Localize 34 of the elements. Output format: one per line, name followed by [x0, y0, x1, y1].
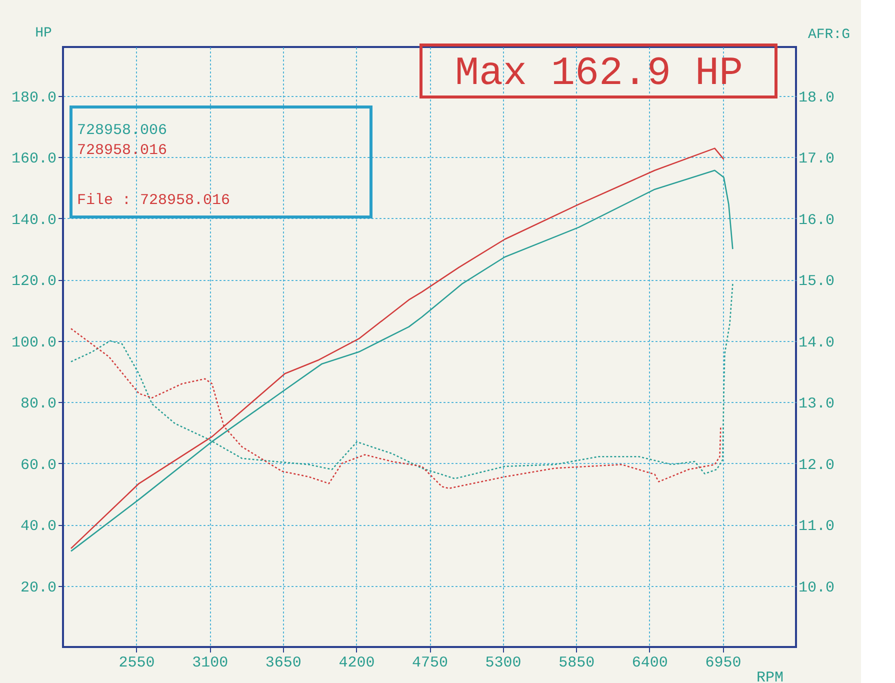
y-axis-title: HP [35, 26, 52, 42]
y-tick-label: 120.0 [11, 273, 56, 290]
x-tick-label: 3100 [192, 654, 228, 672]
x-tick-label: 4200 [338, 654, 375, 672]
y2-tick-label: 18.0 [798, 89, 835, 106]
y2-tick-label: 13.0 [798, 396, 835, 413]
annotation: Max 162.9 HP [454, 52, 744, 97]
y2-tick-label: 10.0 [798, 579, 835, 596]
x-tick-label: 6400 [632, 654, 668, 672]
x-tick-label: 5850 [558, 654, 595, 672]
annotation: File : 728958.016 [77, 192, 230, 209]
y-tick-label: 100.0 [11, 334, 56, 352]
y2-tick-label: 12.0 [798, 456, 835, 474]
x-tick-label: 6950 [705, 654, 742, 672]
y2-tick-label: 17.0 [798, 150, 835, 168]
y-tick-label: 140.0 [11, 212, 56, 229]
y-tick-label: 20.0 [20, 579, 56, 596]
x-tick-label: 2550 [118, 654, 155, 672]
y2-tick-label: 15.0 [798, 273, 835, 290]
x-tick-label: 3650 [265, 654, 302, 672]
y-tick-label: 160.0 [11, 150, 56, 168]
text: 728958.006 [77, 122, 168, 139]
text: 728958.016 [77, 142, 168, 159]
x-axis-title: RPM [756, 670, 784, 683]
y-tick-label: 180.0 [11, 89, 56, 106]
x-tick-label: 5300 [485, 654, 522, 672]
y2-tick-label: 16.0 [798, 212, 835, 229]
y-tick-label: 80.0 [20, 396, 56, 413]
y2-tick-label: 14.0 [798, 334, 835, 352]
y-tick-label: 40.0 [20, 518, 56, 536]
y2-tick-label: 11.0 [798, 518, 835, 536]
x-tick-label: 4750 [412, 654, 448, 672]
y-tick-label: 60.0 [20, 456, 56, 474]
y2-axis-title: AFR:G [808, 27, 850, 43]
